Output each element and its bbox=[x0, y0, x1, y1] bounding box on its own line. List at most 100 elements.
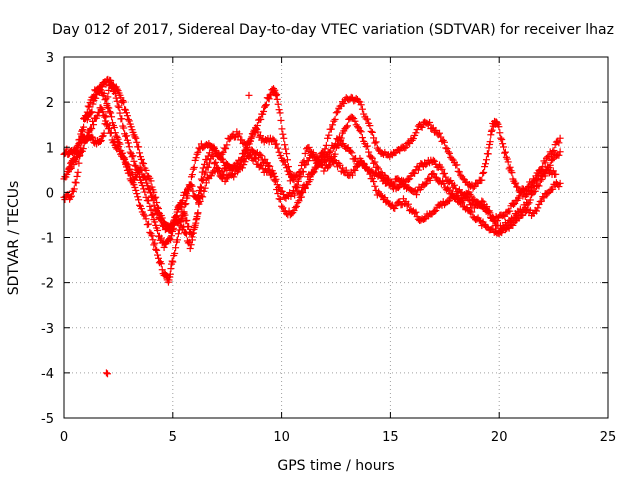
data-point bbox=[390, 180, 398, 188]
data-point bbox=[145, 184, 153, 192]
data-point bbox=[287, 192, 295, 200]
data-point bbox=[133, 190, 141, 198]
data-point bbox=[125, 143, 133, 151]
data-point bbox=[556, 148, 564, 156]
data-point bbox=[215, 168, 223, 176]
data-point bbox=[485, 207, 493, 215]
data-point bbox=[331, 115, 339, 123]
data-point bbox=[413, 126, 421, 134]
data-point bbox=[120, 154, 128, 162]
data-point bbox=[192, 216, 200, 224]
data-point bbox=[431, 157, 439, 165]
data-point bbox=[401, 144, 409, 152]
data-point bbox=[187, 181, 195, 189]
data-point bbox=[188, 171, 196, 179]
data-point bbox=[135, 143, 143, 151]
data-point bbox=[132, 186, 140, 194]
data-point bbox=[219, 148, 227, 156]
data-point bbox=[279, 204, 287, 212]
data-point bbox=[168, 232, 176, 240]
data-point bbox=[154, 251, 162, 259]
data-point bbox=[550, 147, 558, 155]
data-point bbox=[347, 147, 355, 155]
data-point bbox=[302, 161, 310, 169]
data-point bbox=[270, 85, 278, 93]
data-point bbox=[107, 77, 115, 85]
data-point bbox=[266, 162, 274, 170]
data-point bbox=[114, 135, 122, 143]
data-point bbox=[214, 167, 222, 175]
data-point bbox=[261, 102, 269, 110]
data-point bbox=[556, 179, 564, 187]
data-point bbox=[111, 90, 119, 98]
data-point bbox=[514, 183, 522, 191]
data-point bbox=[75, 159, 83, 167]
data-point bbox=[183, 185, 191, 193]
data-point bbox=[169, 258, 177, 266]
data-point bbox=[103, 102, 111, 110]
data-point bbox=[501, 212, 509, 220]
data-point bbox=[70, 185, 78, 193]
data-point bbox=[321, 145, 329, 153]
data-point bbox=[188, 236, 196, 244]
data-point bbox=[509, 221, 517, 229]
data-point bbox=[552, 170, 560, 178]
data-point bbox=[235, 166, 243, 174]
data-point bbox=[339, 164, 347, 172]
data-point bbox=[110, 137, 118, 145]
data-point bbox=[293, 181, 301, 189]
data-point bbox=[147, 206, 155, 214]
data-point bbox=[173, 212, 181, 220]
data-point bbox=[486, 209, 494, 217]
data-point bbox=[282, 145, 290, 153]
data-point bbox=[92, 94, 100, 102]
data-point bbox=[487, 127, 495, 135]
data-point bbox=[182, 200, 190, 208]
y-tick-label: -3 bbox=[41, 322, 54, 337]
data-point bbox=[413, 191, 421, 199]
data-point bbox=[118, 149, 126, 157]
data-point bbox=[100, 111, 108, 119]
data-point bbox=[113, 97, 121, 105]
data-point bbox=[506, 207, 514, 215]
data-point bbox=[531, 187, 539, 195]
outlier-point bbox=[245, 91, 253, 99]
data-point bbox=[273, 91, 281, 99]
data-point bbox=[132, 162, 140, 170]
data-point bbox=[363, 163, 371, 171]
data-point bbox=[421, 180, 429, 188]
data-point bbox=[452, 192, 460, 200]
data-point bbox=[83, 132, 91, 140]
data-point bbox=[135, 196, 143, 204]
data-point bbox=[468, 208, 476, 216]
data-point bbox=[100, 89, 108, 97]
data-point bbox=[277, 116, 285, 124]
data-point bbox=[73, 172, 81, 180]
data-point bbox=[193, 213, 201, 221]
data-point bbox=[202, 179, 210, 187]
data-point bbox=[123, 112, 131, 120]
data-point bbox=[455, 198, 463, 206]
y-tick-label: -5 bbox=[41, 412, 54, 427]
data-point bbox=[470, 196, 478, 204]
data-points bbox=[60, 75, 564, 378]
data-point bbox=[119, 97, 127, 105]
data-point bbox=[370, 134, 378, 142]
data-point bbox=[116, 109, 124, 117]
data-point bbox=[210, 160, 218, 168]
data-point bbox=[523, 184, 531, 192]
data-point bbox=[260, 107, 268, 115]
data-point bbox=[496, 129, 504, 137]
data-point bbox=[72, 158, 80, 166]
data-point bbox=[142, 166, 150, 174]
data-point bbox=[131, 161, 139, 169]
data-point bbox=[88, 125, 96, 133]
data-point bbox=[332, 109, 340, 117]
data-point bbox=[192, 154, 200, 162]
data-point bbox=[115, 143, 123, 151]
data-point bbox=[177, 218, 185, 226]
data-point bbox=[299, 168, 307, 176]
data-point bbox=[84, 102, 92, 110]
data-point bbox=[88, 133, 96, 141]
data-point bbox=[329, 121, 337, 129]
